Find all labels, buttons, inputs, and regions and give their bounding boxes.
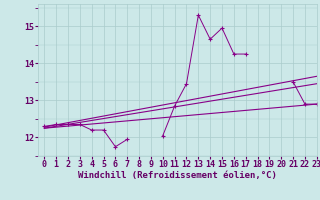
X-axis label: Windchill (Refroidissement éolien,°C): Windchill (Refroidissement éolien,°C) <box>78 171 277 180</box>
